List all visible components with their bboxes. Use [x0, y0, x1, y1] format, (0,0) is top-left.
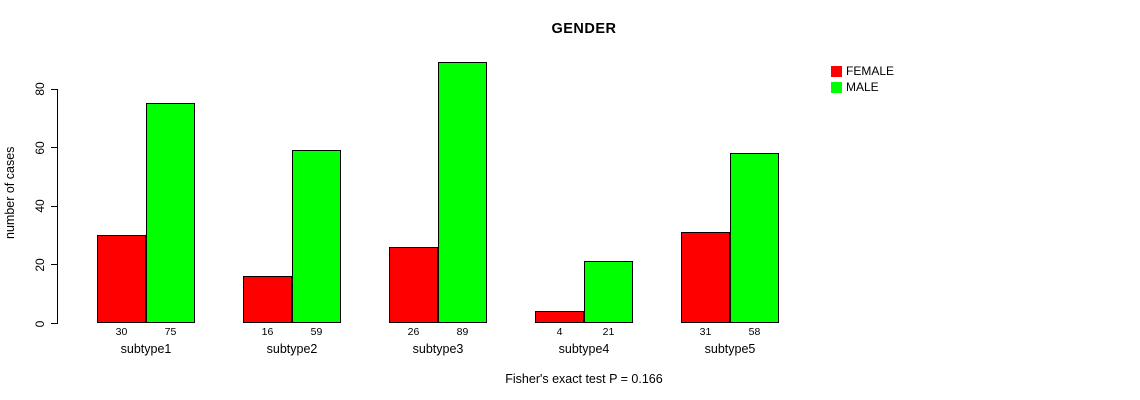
- y-tick-label: 40: [33, 199, 47, 213]
- bar-value-female-subtype3: 26: [407, 326, 420, 338]
- bar-male-subtype4: [584, 261, 633, 323]
- y-axis-tick: [51, 264, 58, 266]
- legend-label-female: FEMALE: [846, 64, 895, 78]
- y-axis-tick: [51, 205, 58, 207]
- bar-value-male-subtype4: 21: [602, 326, 615, 338]
- y-axis-tick: [51, 147, 58, 149]
- legend-item-female: FEMALE: [831, 63, 894, 79]
- bar-female-subtype2: [243, 276, 292, 323]
- bar-male-subtype5: [730, 153, 779, 323]
- y-axis-tick: [51, 88, 58, 90]
- bar-value-female-subtype4: 4: [556, 326, 563, 338]
- bar-male-subtype2: [292, 150, 341, 323]
- bar-value-female-subtype1: 30: [115, 326, 128, 338]
- bar-value-male-subtype1: 75: [164, 326, 177, 338]
- fisher-test-caption: Fisher's exact test P = 0.166: [505, 372, 663, 386]
- x-category-subtype4: subtype4: [558, 342, 610, 356]
- legend-swatch-male: [831, 81, 842, 93]
- bar-female-subtype4: [535, 311, 584, 323]
- y-tick-label: 0: [33, 320, 47, 327]
- x-category-subtype2: subtype2: [266, 342, 318, 356]
- bar-value-male-subtype3: 89: [456, 326, 469, 338]
- x-category-subtype5: subtype5: [704, 342, 756, 356]
- bar-male-subtype3: [438, 62, 487, 323]
- y-tick-label: 20: [33, 258, 47, 272]
- bar-value-male-subtype5: 58: [748, 326, 761, 338]
- legend: FEMALE MALE: [831, 63, 894, 95]
- bar-value-male-subtype2: 59: [310, 326, 323, 338]
- bar-value-female-subtype5: 31: [699, 326, 712, 338]
- bar-female-subtype3: [389, 247, 438, 323]
- legend-swatch-female: [831, 65, 842, 77]
- legend-item-male: MALE: [831, 79, 894, 95]
- x-category-subtype1: subtype1: [120, 342, 172, 356]
- y-tick-label: 80: [33, 82, 47, 96]
- chart-title: GENDER: [551, 21, 617, 37]
- x-category-subtype3: subtype3: [412, 342, 464, 356]
- legend-label-male: MALE: [846, 80, 879, 94]
- y-axis-tick: [51, 323, 58, 324]
- bar-female-subtype1: [97, 235, 146, 323]
- bar-female-subtype5: [681, 232, 730, 323]
- y-tick-label: 60: [33, 141, 47, 155]
- bar-value-female-subtype2: 16: [261, 326, 274, 338]
- bar-male-subtype1: [146, 103, 195, 323]
- y-axis-label: number of cases: [3, 146, 17, 239]
